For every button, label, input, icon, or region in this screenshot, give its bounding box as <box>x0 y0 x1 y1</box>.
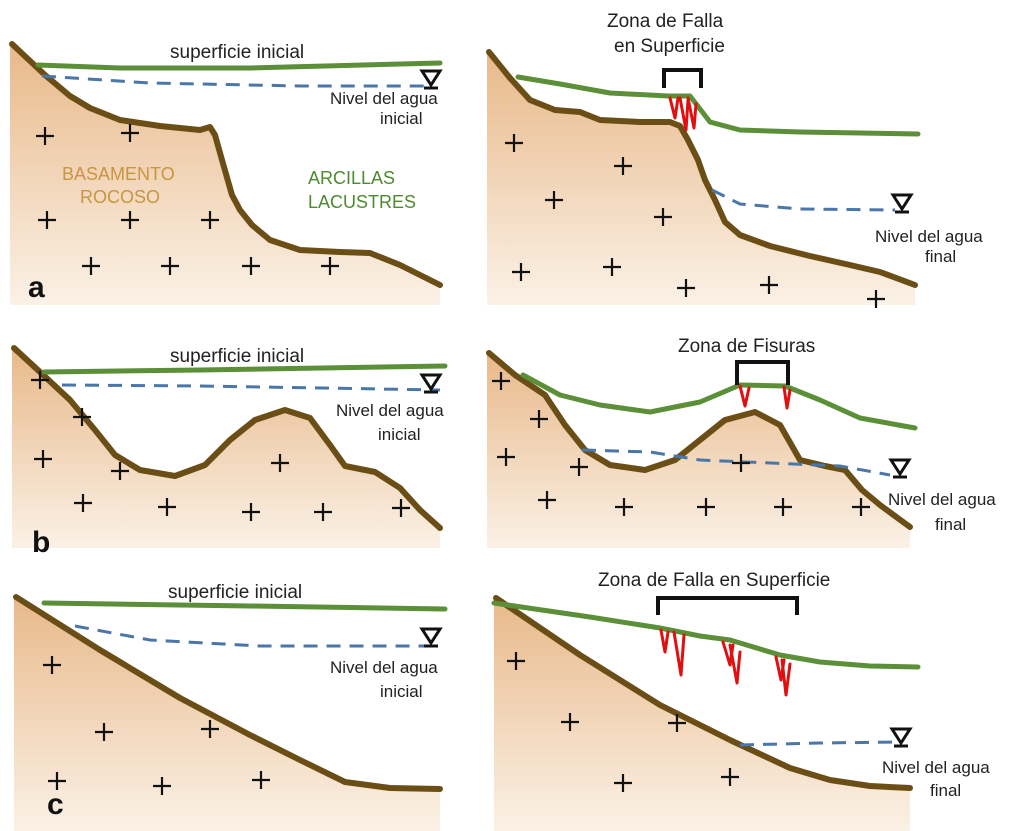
initial-ground-surface <box>35 60 443 71</box>
water-label-line2: final <box>925 247 956 266</box>
water-label-line1: Nivel del agua <box>336 401 444 420</box>
bedrock-fill <box>14 596 440 831</box>
panel-letter: c <box>47 788 64 821</box>
panel-letter: b <box>32 526 50 559</box>
final-water-table <box>711 188 896 212</box>
subsided-ground-surface <box>520 372 918 431</box>
water-label-line2: final <box>935 515 966 534</box>
rock-label-line2: ROCOSO <box>80 187 160 207</box>
bedrock-fill <box>487 52 915 305</box>
water-label-line2: inicial <box>380 109 423 128</box>
fault-zone-bracket <box>662 68 703 88</box>
initial-ground-surface <box>41 363 448 375</box>
initial-ground-surface <box>41 600 448 612</box>
panel-b-initial: superficie inicial Nivel del agua inicia… <box>11 345 448 559</box>
surface-label: superficie inicial <box>170 346 304 367</box>
fault-fissures <box>668 96 698 132</box>
initial-water-table <box>61 383 441 392</box>
water-level-triangle-icon <box>419 627 443 646</box>
clay-label-line1: ARCILLAS <box>308 168 395 188</box>
water-level-triangle-icon <box>890 193 914 212</box>
water-level-triangle-icon <box>889 727 913 746</box>
bedrock-crosses <box>36 124 339 275</box>
subsided-ground-surface <box>491 600 921 670</box>
water-label-line2: inicial <box>380 682 423 701</box>
fault-zone-bracket <box>656 596 799 615</box>
final-water-table <box>739 740 901 747</box>
water-label-line1: Nivel del agua <box>330 658 438 677</box>
panel-a-initial: superficie inicial Nivel del agua inicia… <box>9 41 443 305</box>
fault-fissures <box>659 628 792 697</box>
initial-water-table <box>74 624 430 648</box>
panel-letter: a <box>28 271 45 304</box>
clay-label-line2: LACUSTRES <box>308 192 416 212</box>
bedrock-surface-line <box>13 594 443 792</box>
bedrock-crosses <box>505 134 885 308</box>
final-water-table <box>581 448 891 477</box>
rock-label-line1: BASAMENTO <box>62 164 175 184</box>
surface-label: superficie inicial <box>170 42 304 63</box>
water-label-line2: final <box>930 781 961 800</box>
water-label-line1: Nivel del agua <box>882 758 990 777</box>
bedrock-fill <box>494 598 910 831</box>
bedrock-fill <box>487 353 910 548</box>
fault-zone-label: Zona de Falla en Superficie <box>598 570 830 591</box>
water-label-line1: Nivel del agua <box>888 490 996 509</box>
bedrock-surface-line <box>11 345 443 531</box>
water-level-triangle-icon <box>419 69 443 88</box>
bedrock-crosses <box>31 371 410 521</box>
fault-zone-label-line1: Zona de Falla <box>607 11 724 32</box>
bedrock-surface-line <box>486 49 918 288</box>
water-label-line1: Nivel del agua <box>875 227 983 246</box>
bedrock-surface-line <box>493 595 913 791</box>
water-label-line1: Nivel del agua <box>330 89 438 108</box>
panel-c-final: Zona de Falla en Superficie Nivel del ag… <box>491 570 990 831</box>
tension-cracks <box>738 384 792 410</box>
panel-a-final: Zona de Falla en Superficie Nivel del ag… <box>486 11 983 308</box>
water-level-triangle-icon <box>419 373 443 392</box>
water-level-triangle-icon <box>888 458 912 477</box>
bedrock-surface-line <box>486 350 913 530</box>
initial-water-table <box>41 74 430 88</box>
panel-b-final: Zona de Fisuras Nivel del agua final <box>486 336 996 548</box>
fissure-zone-bracket <box>735 360 790 385</box>
bedrock-crosses <box>492 372 870 516</box>
bedrock-crosses <box>43 656 270 795</box>
fault-zone-label-line2: en Superficie <box>614 36 725 57</box>
bedrock-crosses <box>507 652 739 792</box>
surface-label: superficie inicial <box>168 582 302 603</box>
bedrock-surface-line <box>9 41 443 288</box>
subsided-ground-surface <box>515 74 921 137</box>
panel-c-initial: superficie inicial Nivel del agua inicia… <box>13 582 448 831</box>
fissure-zone-label: Zona de Fisuras <box>678 336 815 357</box>
water-label-line2: inicial <box>378 425 421 444</box>
